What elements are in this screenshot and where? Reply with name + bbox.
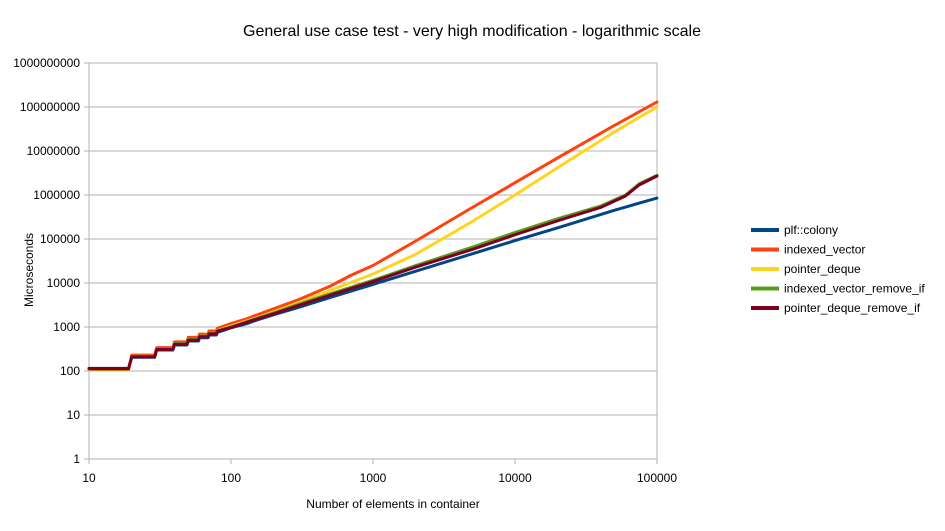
x-tick-label: 10000 [498, 471, 532, 485]
series-line-pointer-deque [87, 105, 659, 371]
y-tick-label: 10000 [47, 276, 81, 290]
x-tick-label: 100 [221, 471, 241, 485]
legend-label: pointer_deque [784, 262, 861, 276]
legend-label: indexed_vector [784, 243, 865, 257]
legend-label: plf::colony [784, 223, 838, 237]
series-line-indexed-vector [87, 100, 659, 372]
legend-label: indexed_vector_remove_if [784, 282, 925, 296]
x-tick-label: 10 [82, 471, 96, 485]
y-tick-label: 100 [60, 364, 80, 378]
series-layer [87, 100, 659, 372]
y-tick-label: 1000000 [33, 188, 80, 202]
y-tick-label: 10 [67, 408, 81, 422]
grid-layer [89, 62, 657, 460]
series-line-pointer-deque-remove-if [87, 174, 659, 370]
legend-label: pointer_deque_remove_if [784, 301, 921, 315]
y-tick-label: 1 [73, 452, 80, 466]
y-tick-label: 100000000 [20, 100, 80, 114]
y-tick-label: 1000000000 [13, 56, 80, 70]
y-tick-label: 100000 [40, 232, 80, 246]
x-tick-label: 1000 [360, 471, 387, 485]
series-line-indexed-vector-remove-if [87, 173, 659, 371]
legend: plf::colonyindexed_vectorpointer_dequein… [751, 223, 925, 315]
chart-title: General use case test - very high modifi… [243, 23, 701, 40]
y-axis-label: Microseconds [22, 233, 36, 307]
plot-frame [88, 62, 658, 460]
x-axis-label: Number of elements in container [306, 497, 479, 511]
x-tick-label: 100000 [637, 471, 677, 485]
y-axis-ticks: 1 10 100 1000 10000 100000 1000000 10000000 1000… [13, 56, 89, 466]
y-tick-label: 10000000 [27, 144, 81, 158]
x-axis-ticks: 10 100 1000 10000 100000 [82, 459, 677, 485]
y-tick-label: 1000 [53, 320, 80, 334]
